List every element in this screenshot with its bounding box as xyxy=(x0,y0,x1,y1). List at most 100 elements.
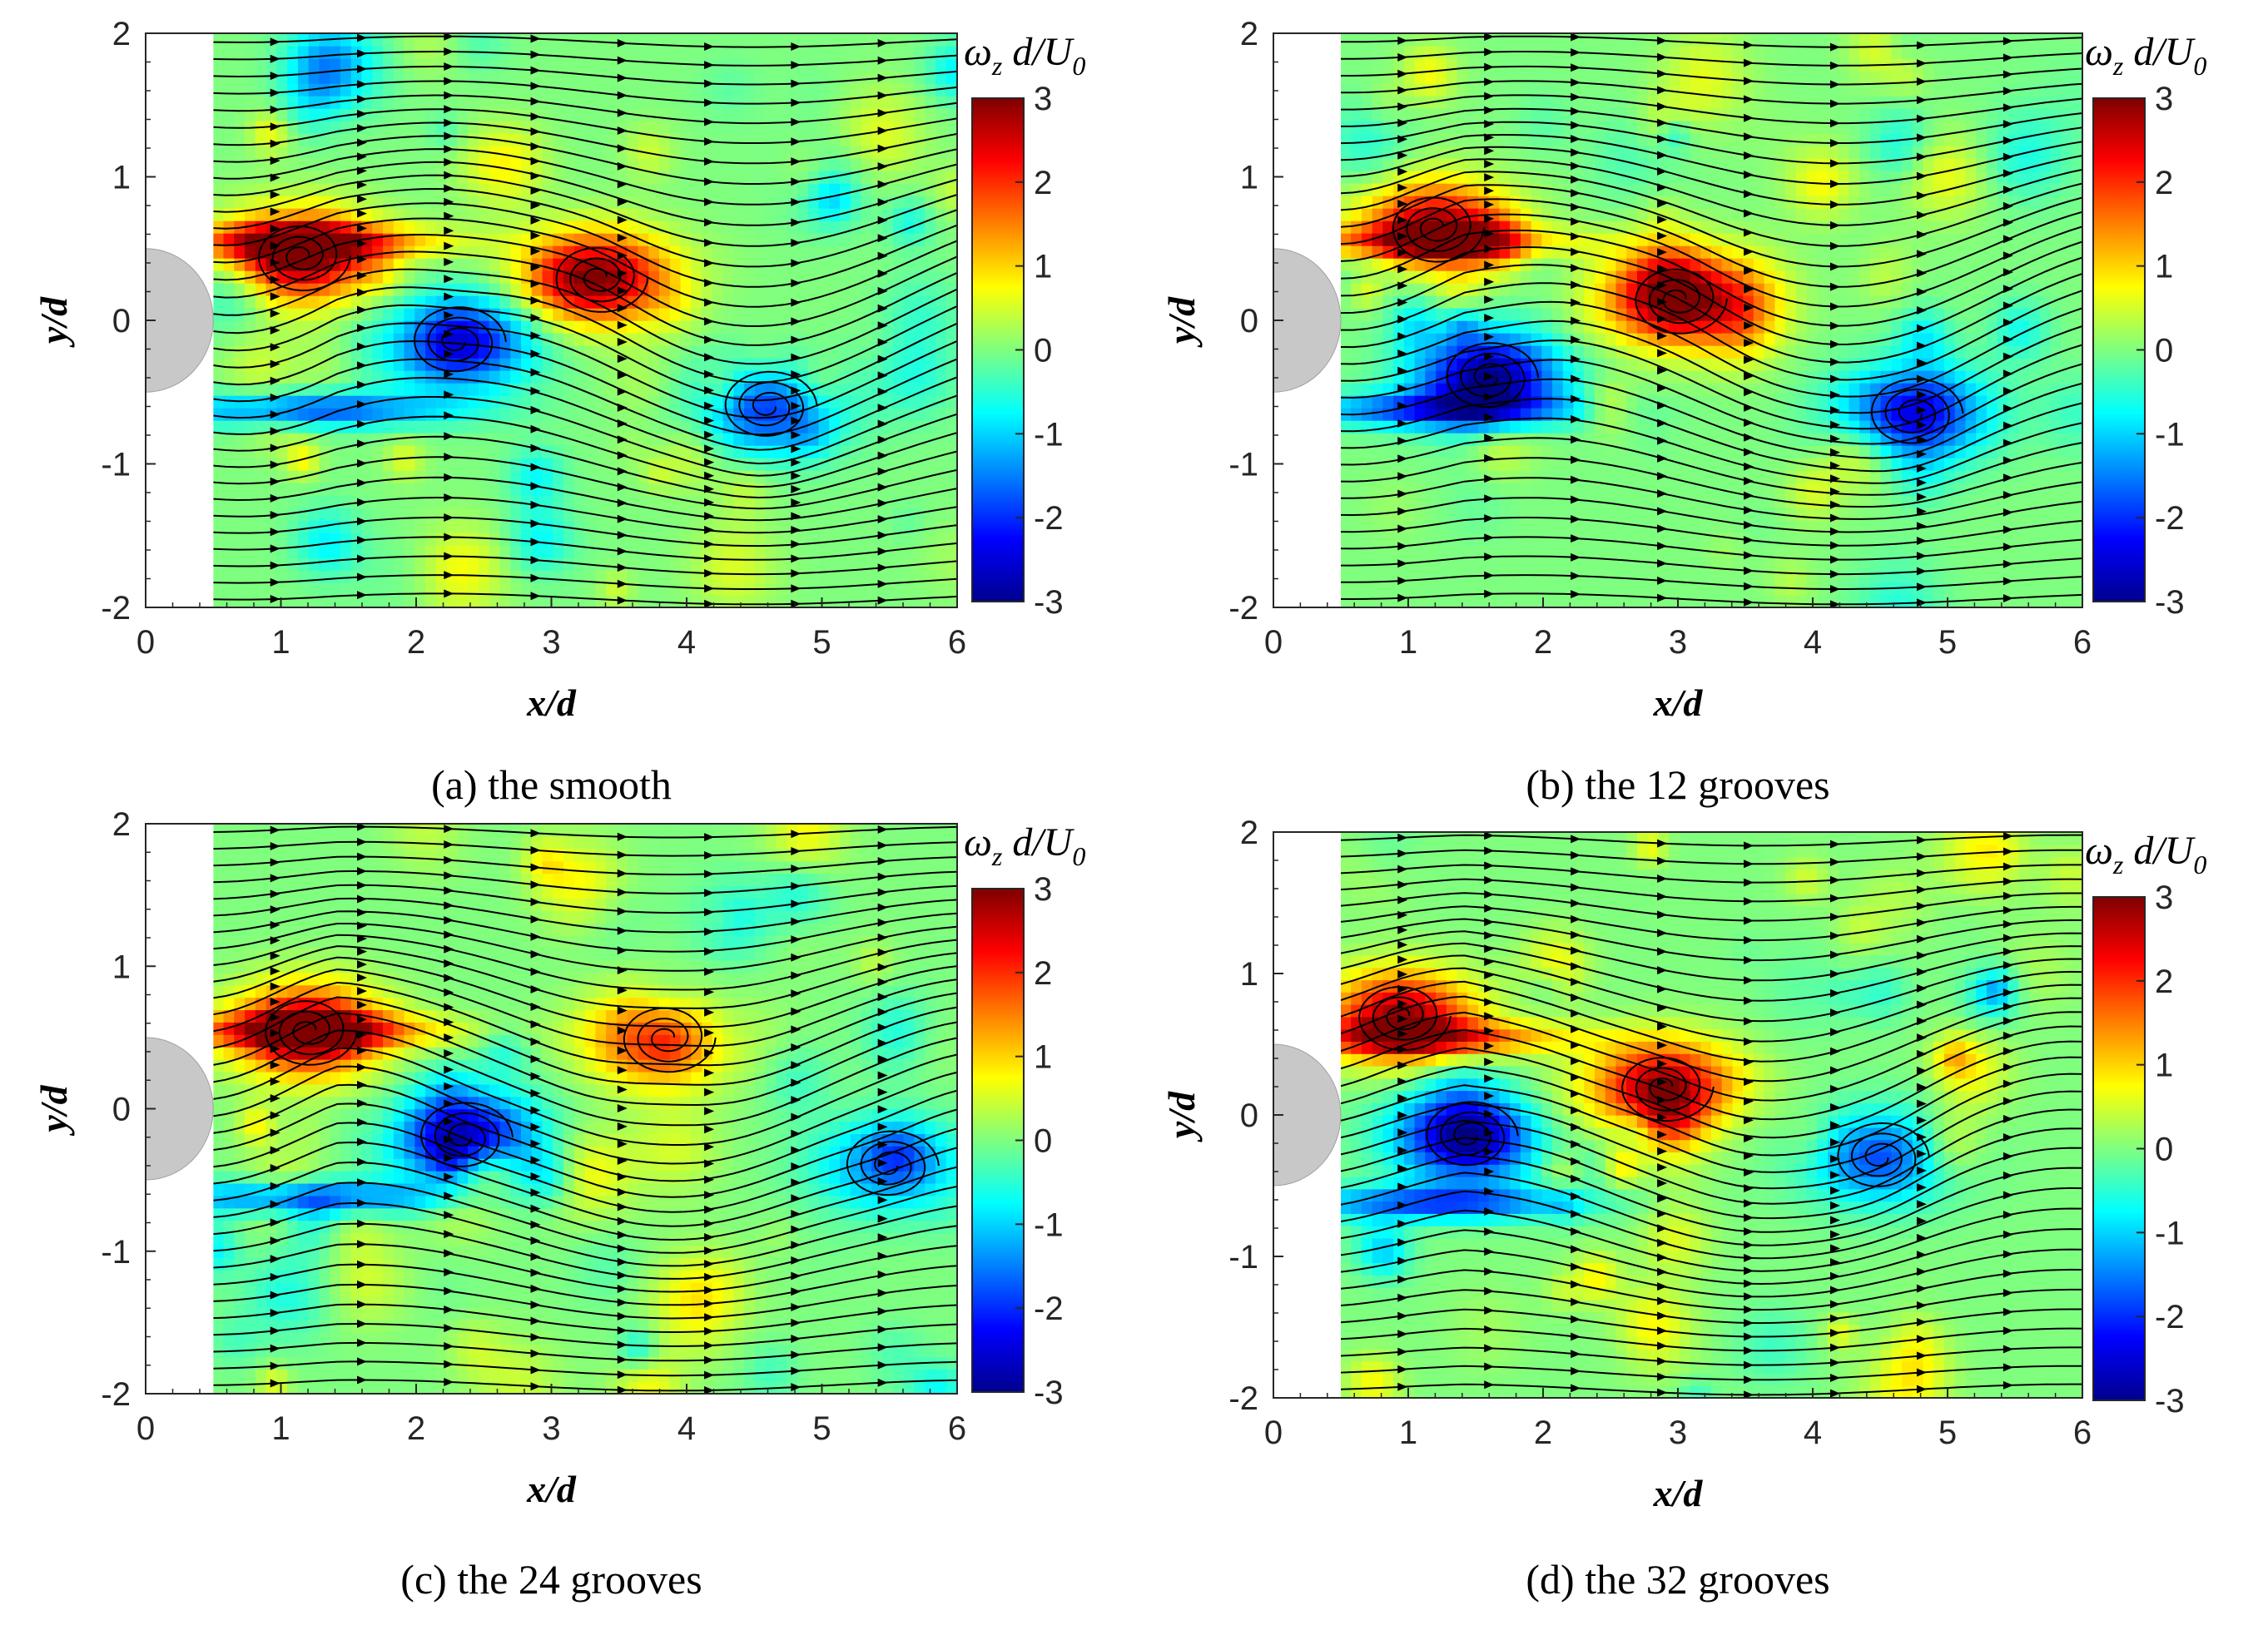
field-cell xyxy=(330,470,341,483)
field-cell xyxy=(946,570,958,583)
field-cell xyxy=(510,283,522,296)
field-cell xyxy=(414,58,426,72)
field-cell xyxy=(479,83,490,97)
field-cell xyxy=(1637,495,1649,508)
field-cell xyxy=(893,233,905,246)
field-cell xyxy=(776,196,787,209)
field-cell xyxy=(362,295,374,309)
field-cell xyxy=(840,83,851,97)
field-cell xyxy=(766,108,777,121)
field-cell xyxy=(234,557,246,571)
field-cell xyxy=(1351,295,1362,309)
field-cell xyxy=(447,420,459,434)
field-cell xyxy=(383,445,395,458)
field-cell xyxy=(744,71,756,84)
field-cell xyxy=(744,108,756,121)
field-cell xyxy=(776,345,787,359)
field-cell xyxy=(925,520,936,533)
field-cell xyxy=(840,46,851,59)
field-cell xyxy=(404,570,416,583)
field-cell xyxy=(276,33,288,47)
colorbar-tick-label: -2 xyxy=(1034,500,1064,537)
field-cell xyxy=(553,458,564,471)
field-cell xyxy=(1467,58,1479,72)
field-cell xyxy=(871,171,883,184)
field-cell xyxy=(766,245,777,259)
field-cell xyxy=(224,208,236,221)
field-cell xyxy=(1382,171,1394,184)
field-cell xyxy=(1341,445,1352,458)
field-cell xyxy=(1521,233,1532,246)
field-cell xyxy=(1436,533,1447,546)
field-cell xyxy=(776,408,787,421)
field-cell xyxy=(1351,245,1362,259)
field-cell xyxy=(744,258,756,271)
field-cell xyxy=(935,58,947,72)
field-cell xyxy=(404,383,416,396)
field-cell xyxy=(1436,46,1447,59)
field-cell xyxy=(733,245,745,259)
field-cell xyxy=(1382,308,1394,321)
field-cell xyxy=(1362,58,1373,72)
field-cell xyxy=(543,508,554,521)
field-cell xyxy=(851,495,862,508)
field-cell xyxy=(681,220,692,234)
field-cell xyxy=(213,470,225,483)
field-cell xyxy=(553,383,564,396)
field-cell xyxy=(1351,483,1362,496)
field-cell xyxy=(1605,582,1617,596)
field-cell xyxy=(287,395,299,409)
field-cell xyxy=(213,458,225,471)
field-cell xyxy=(776,146,787,159)
field-cell xyxy=(595,383,607,396)
field-cell xyxy=(766,283,777,296)
field-cell xyxy=(256,96,267,109)
field-cell xyxy=(1382,33,1394,47)
field-cell xyxy=(1489,470,1501,483)
field-cell xyxy=(935,582,947,596)
field-cell xyxy=(1605,370,1617,384)
field-cell xyxy=(1341,46,1352,59)
field-cell xyxy=(287,108,299,121)
field-cell xyxy=(681,545,692,558)
field-cell xyxy=(670,258,682,271)
field-cell xyxy=(1362,433,1373,446)
field-cell xyxy=(287,458,299,471)
field-cell xyxy=(1521,533,1532,546)
field-cell xyxy=(595,582,607,596)
field-cell xyxy=(904,533,916,546)
field-cell xyxy=(712,270,724,284)
field-cell xyxy=(383,420,395,434)
field-cell xyxy=(585,71,597,84)
field-cell xyxy=(1457,445,1469,458)
field-cell xyxy=(797,146,809,159)
field-cell xyxy=(213,557,225,571)
field-cell xyxy=(234,333,246,346)
field-cell xyxy=(787,146,798,159)
field-cell xyxy=(340,96,352,109)
field-cell xyxy=(1436,570,1447,583)
field-cell xyxy=(681,582,692,596)
field-cell xyxy=(425,495,437,508)
field-cell xyxy=(1489,33,1501,47)
field-cell xyxy=(1605,345,1617,359)
field-cell xyxy=(224,470,236,483)
field-cell xyxy=(1615,108,1627,121)
field-cell xyxy=(489,158,501,171)
field-cell xyxy=(606,595,618,608)
field-cell xyxy=(1351,133,1362,146)
field-cell xyxy=(787,245,798,259)
field-cell xyxy=(628,308,639,321)
field-cell xyxy=(1467,33,1479,47)
field-cell xyxy=(648,108,660,121)
field-cell xyxy=(1615,582,1627,596)
field-cell xyxy=(224,458,236,471)
field-cell xyxy=(404,96,416,109)
field-cell xyxy=(340,533,352,546)
field-cell xyxy=(893,46,905,59)
field-cell xyxy=(457,458,469,471)
field-cell xyxy=(1425,383,1437,396)
field-cell xyxy=(245,508,256,521)
field-cell xyxy=(914,33,926,47)
field-cell xyxy=(1341,245,1352,259)
